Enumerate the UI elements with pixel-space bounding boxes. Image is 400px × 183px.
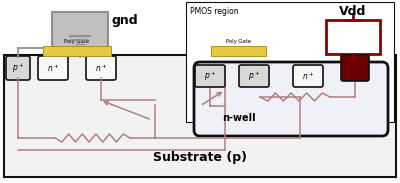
- Text: gnd: gnd: [112, 14, 139, 27]
- Text: n-well: n-well: [222, 113, 256, 123]
- Text: Substrate (p): Substrate (p): [153, 152, 247, 165]
- Bar: [52, 12, 108, 48]
- Text: Poly Gate: Poly Gate: [64, 39, 90, 44]
- FancyBboxPatch shape: [341, 55, 369, 81]
- Text: $p^+$: $p^+$: [12, 61, 24, 75]
- Bar: [186, 2, 394, 122]
- FancyBboxPatch shape: [195, 65, 225, 87]
- Bar: [326, 20, 380, 54]
- Bar: [4, 55, 396, 177]
- FancyBboxPatch shape: [293, 65, 323, 87]
- Bar: [43, 46, 111, 56]
- Bar: [211, 46, 266, 56]
- Text: $n^+$: $n^+$: [47, 62, 59, 74]
- FancyBboxPatch shape: [239, 65, 269, 87]
- Text: PMOS region: PMOS region: [190, 7, 239, 16]
- Text: $p^+$: $p^+$: [204, 69, 216, 83]
- Text: $p^+$: $p^+$: [248, 69, 260, 83]
- Text: Vdd: Vdd: [339, 5, 367, 18]
- FancyBboxPatch shape: [38, 56, 68, 80]
- FancyBboxPatch shape: [86, 56, 116, 80]
- FancyBboxPatch shape: [6, 56, 30, 80]
- Text: Poly Gate: Poly Gate: [226, 39, 250, 44]
- Text: $n^+$: $n^+$: [95, 62, 107, 74]
- FancyBboxPatch shape: [194, 62, 388, 136]
- Text: $n^+$: $n^+$: [302, 70, 314, 82]
